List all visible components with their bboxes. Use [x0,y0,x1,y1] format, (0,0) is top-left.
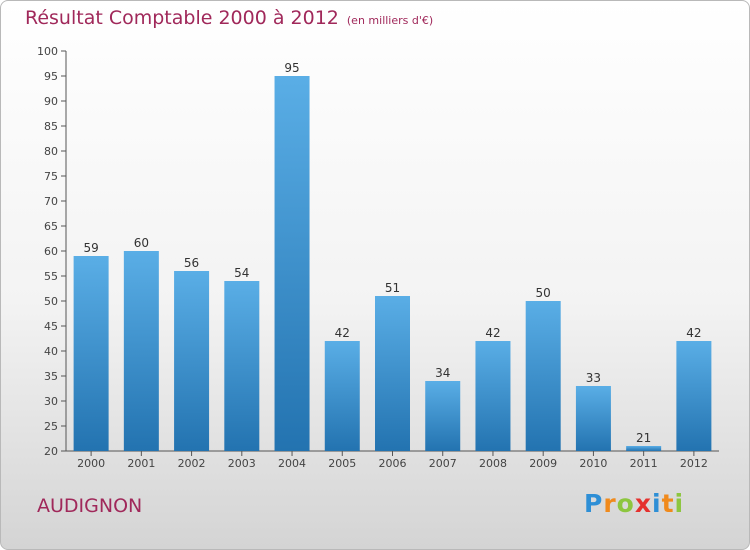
bar [123,251,159,451]
y-tick-label: 45 [44,320,58,333]
bar [324,341,360,451]
y-tick-label: 25 [44,420,58,433]
y-tick-label: 100 [37,45,58,58]
x-tick-label: 2010 [579,457,607,470]
bar [676,341,712,451]
bar [224,281,260,451]
y-tick-label: 50 [44,295,58,308]
data-label: 21 [636,431,651,445]
y-tick-label: 80 [44,145,58,158]
data-label: 34 [435,366,450,380]
x-tick-label: 2004 [278,457,306,470]
data-label: 60 [134,236,149,250]
y-tick-label: 65 [44,220,58,233]
y-tick-label: 70 [44,195,58,208]
bar [375,296,410,451]
bar [525,301,561,451]
bar [575,386,611,451]
data-label: 95 [284,61,299,75]
data-label: 33 [586,371,601,385]
y-tick-label: 20 [44,445,58,458]
data-label: 42 [485,326,500,340]
bar [626,446,662,451]
data-label: 50 [536,286,551,300]
x-tick-label: 2001 [127,457,155,470]
commune-name: AUDIGNON [37,495,143,517]
bar [425,381,461,451]
x-tick-label: 2003 [228,457,256,470]
y-tick-label: 95 [44,70,58,83]
x-tick-label: 2011 [630,457,658,470]
bar [274,76,310,451]
logo-letter: i [652,489,662,518]
x-tick-label: 2012 [680,457,708,470]
x-tick-label: 2006 [379,457,407,470]
logo-letter: r [603,489,617,518]
y-tick-label: 40 [44,345,58,358]
data-label: 56 [184,256,199,270]
logo-letter: t [661,489,675,518]
x-tick-label: 2007 [429,457,457,470]
logo-letter: o [616,489,635,518]
data-label: 54 [234,266,249,280]
y-tick-label: 30 [44,395,58,408]
y-tick-label: 55 [44,270,58,283]
bar [475,341,511,451]
y-tick-label: 75 [44,170,58,183]
data-label: 51 [385,281,400,295]
y-tick-label: 85 [44,120,58,133]
x-tick-label: 2000 [77,457,105,470]
x-tick-label: 2009 [529,457,557,470]
bar [73,256,109,451]
chart-title: Résultat Comptable 2000 à 2012 (en millie… [25,7,433,29]
proxiti-logo: Proxiti [584,489,684,518]
logo-letter: i [674,489,685,518]
data-label: 42 [686,326,701,340]
bar [174,271,210,451]
y-tick-label: 35 [44,370,58,383]
data-label: 59 [83,241,98,255]
x-tick-label: 2008 [479,457,507,470]
title-main: Résultat Comptable 2000 à 2012 [25,7,339,29]
x-tick-label: 2005 [328,457,356,470]
y-tick-label: 90 [44,95,58,108]
logo-letter: x [634,489,652,518]
logo-letter: P [584,489,604,518]
data-label: 42 [335,326,350,340]
y-tick-label: 60 [44,245,58,258]
x-tick-label: 2002 [178,457,206,470]
title-units: (en milliers d'€) [346,14,434,27]
